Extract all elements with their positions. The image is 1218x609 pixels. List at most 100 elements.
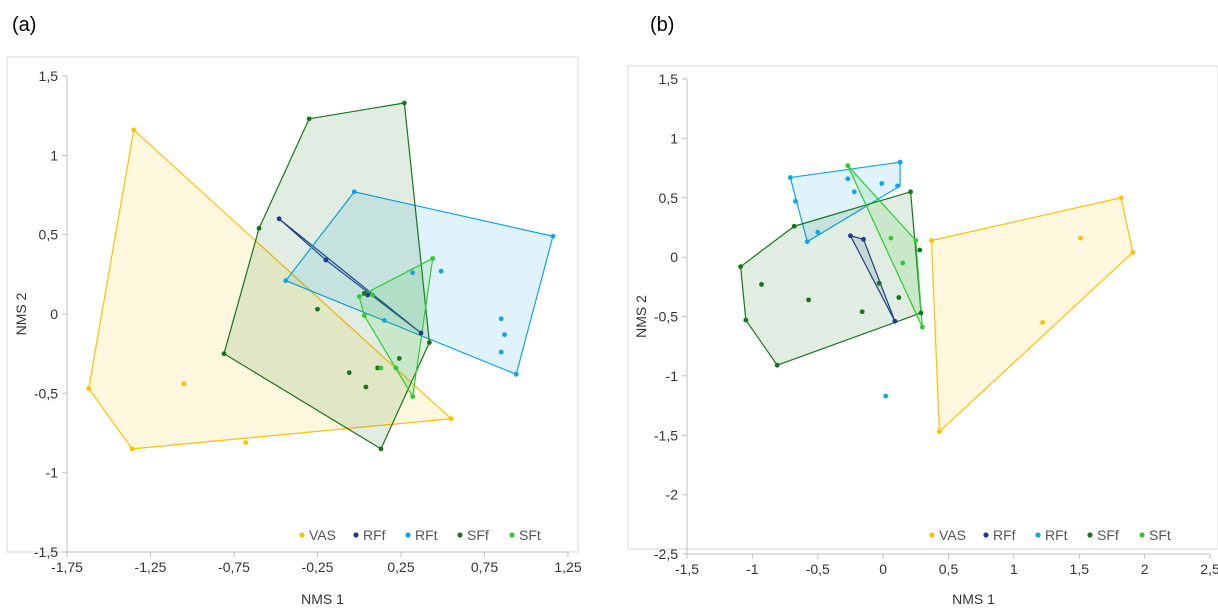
- x-tick-label: 1,25: [554, 559, 581, 575]
- point-sft: [370, 292, 376, 298]
- legend-label-sff: SFf: [1097, 527, 1119, 543]
- x-tick-label: -1: [746, 561, 759, 577]
- point-sft: [378, 365, 384, 371]
- legend-label-rft: RFt: [415, 527, 438, 543]
- hull-rft: [789, 161, 901, 243]
- point-sff: [918, 310, 924, 316]
- point-sff: [806, 297, 811, 303]
- point-rft: [550, 233, 556, 239]
- point-rft: [793, 198, 798, 204]
- point-vas: [243, 440, 249, 445]
- point-sff: [306, 116, 312, 122]
- chart-frame-b: [627, 65, 1218, 550]
- point-vas: [131, 127, 137, 133]
- point-sff: [375, 365, 381, 371]
- point-rft: [498, 349, 504, 355]
- point-sff: [876, 280, 882, 286]
- point-rft: [502, 332, 507, 338]
- x-tick-label: 0,75: [471, 559, 498, 575]
- point-sft: [356, 294, 362, 299]
- point-vas: [86, 386, 92, 391]
- legend-label-rff: RFf: [993, 527, 1016, 543]
- x-tick-label: 0: [879, 561, 887, 577]
- y-tick-label: -2: [666, 487, 679, 503]
- point-sft: [913, 238, 919, 243]
- y-tick-label: -1,5: [654, 427, 678, 443]
- point-sff: [315, 306, 320, 312]
- point-sft: [430, 256, 436, 261]
- panel-a-label: (a): [12, 14, 37, 36]
- x-tick-label: 0,25: [387, 559, 414, 575]
- point-sft: [410, 394, 416, 399]
- point-rft: [410, 270, 416, 276]
- x-tick-label: 2,5: [1200, 561, 1218, 577]
- point-sff: [426, 340, 432, 345]
- y-tick-label: -1: [46, 465, 59, 481]
- point-sff: [378, 446, 384, 452]
- point-rff: [848, 233, 853, 239]
- y-tick-label: 0: [50, 306, 58, 322]
- y-tick-label: 0,5: [39, 227, 59, 243]
- hull-sft: [847, 165, 923, 328]
- x-axis-title: NMS 1: [952, 591, 995, 607]
- point-vas: [929, 238, 934, 243]
- legend-marker-rff: [353, 532, 359, 538]
- point-rff: [276, 216, 282, 222]
- point-sff: [361, 290, 367, 296]
- point-rff: [892, 318, 898, 324]
- y-axis-title: NMS 2: [13, 292, 29, 335]
- point-rft: [351, 189, 357, 195]
- legend-marker-rft: [1035, 532, 1041, 538]
- legend-label-vas: VAS: [939, 527, 966, 543]
- point-sff: [908, 189, 913, 195]
- y-tick-label: -0,5: [34, 385, 58, 401]
- point-sft: [888, 235, 894, 241]
- legend-label-rft: RFt: [1045, 527, 1068, 543]
- x-tick-label: -0,25: [302, 559, 334, 575]
- point-vas: [181, 381, 187, 387]
- x-tick-label: 1: [1010, 561, 1018, 577]
- x-tick-label: 0,5: [939, 561, 959, 577]
- hull-rff: [849, 235, 896, 322]
- point-sft: [361, 313, 367, 318]
- y-tick-label: 0,5: [659, 190, 679, 206]
- point-sft: [900, 260, 906, 266]
- legend-label-vas: VAS: [309, 527, 336, 543]
- y-tick-label: -1,5: [34, 544, 58, 560]
- y-tick-label: -2,5: [654, 546, 678, 562]
- point-vas: [1130, 249, 1136, 255]
- legend-marker-sft: [509, 532, 515, 538]
- x-tick-label: 1,5: [1070, 561, 1090, 577]
- point-sff: [896, 295, 902, 300]
- point-sff: [363, 384, 369, 390]
- point-rff: [323, 257, 329, 263]
- legend-label-rff: RFf: [363, 527, 386, 543]
- legend-marker-sft: [1139, 532, 1145, 538]
- point-rft: [498, 316, 504, 322]
- x-axis-title: NMS 1: [301, 591, 344, 607]
- point-sft: [919, 324, 925, 330]
- panel-b-label: (b): [650, 14, 675, 36]
- point-rft: [895, 183, 900, 189]
- point-vas: [1078, 235, 1083, 241]
- point-sft: [393, 365, 399, 371]
- point-rff: [418, 330, 424, 336]
- legend-marker-sff: [1087, 532, 1093, 538]
- y-tick-label: 1: [670, 130, 678, 146]
- point-sff: [221, 351, 227, 357]
- x-tick-label: 2: [1141, 561, 1149, 577]
- legend-marker-vas: [299, 532, 305, 538]
- x-tick-label: -1,75: [51, 559, 83, 575]
- point-rft: [513, 371, 519, 377]
- point-rft: [883, 393, 889, 399]
- y-tick-label: 1,5: [659, 71, 679, 87]
- point-sff: [759, 282, 764, 287]
- legend-marker-sff: [457, 532, 463, 538]
- point-vas: [448, 416, 454, 422]
- legend-marker-vas: [929, 532, 935, 538]
- point-vas: [1040, 320, 1046, 325]
- x-tick-label: -0,5: [806, 561, 830, 577]
- point-sff: [396, 356, 402, 361]
- point-sff: [774, 362, 780, 368]
